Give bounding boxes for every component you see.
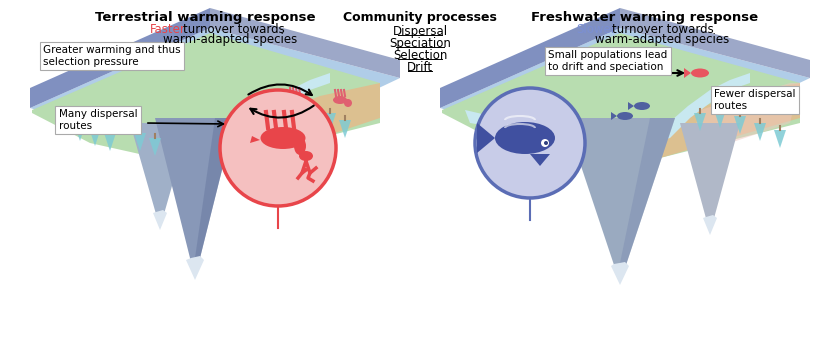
Circle shape: [541, 139, 549, 147]
Polygon shape: [502, 128, 514, 146]
Polygon shape: [440, 28, 810, 163]
Circle shape: [544, 141, 548, 145]
Ellipse shape: [634, 102, 650, 110]
Polygon shape: [549, 133, 561, 151]
Polygon shape: [210, 8, 400, 78]
Text: warm-adapted species: warm-adapted species: [595, 33, 729, 46]
Polygon shape: [611, 112, 617, 120]
Text: Many dispersal
routes: Many dispersal routes: [59, 109, 137, 131]
Polygon shape: [684, 68, 691, 78]
Polygon shape: [284, 113, 296, 131]
Ellipse shape: [288, 94, 302, 102]
Polygon shape: [611, 262, 629, 285]
Polygon shape: [734, 116, 746, 134]
Text: Small populations lead
to drift and speciation: Small populations lead to drift and spec…: [549, 50, 668, 72]
Polygon shape: [55, 73, 330, 146]
Polygon shape: [134, 133, 146, 151]
Circle shape: [244, 122, 252, 130]
Text: Terrestrial warming response: Terrestrial warming response: [95, 11, 315, 24]
Polygon shape: [714, 110, 726, 128]
Ellipse shape: [233, 119, 247, 127]
Ellipse shape: [617, 112, 633, 120]
Circle shape: [220, 90, 336, 206]
Text: turnover towards: turnover towards: [612, 23, 714, 36]
Polygon shape: [620, 118, 675, 283]
Text: Speciation: Speciation: [389, 37, 451, 50]
Polygon shape: [155, 118, 235, 278]
Polygon shape: [250, 83, 380, 158]
Polygon shape: [30, 8, 210, 108]
Polygon shape: [565, 118, 675, 283]
Polygon shape: [477, 123, 495, 153]
Polygon shape: [566, 138, 578, 156]
Polygon shape: [680, 123, 740, 233]
Polygon shape: [703, 215, 717, 235]
Text: Drift: Drift: [407, 61, 433, 74]
Polygon shape: [694, 113, 706, 131]
Polygon shape: [465, 73, 750, 146]
Text: Faster: Faster: [150, 23, 186, 36]
Text: Greater warming and thus
selection pressure: Greater warming and thus selection press…: [43, 45, 181, 67]
Polygon shape: [628, 102, 634, 110]
Text: Slower: Slower: [576, 23, 616, 36]
Text: Community processes: Community processes: [343, 11, 497, 24]
Polygon shape: [149, 138, 161, 156]
Text: Dispersal: Dispersal: [392, 25, 448, 38]
Circle shape: [475, 88, 585, 198]
Polygon shape: [195, 118, 235, 278]
Polygon shape: [324, 113, 336, 131]
Polygon shape: [690, 83, 800, 153]
Polygon shape: [484, 123, 496, 141]
Polygon shape: [530, 154, 550, 166]
Circle shape: [299, 97, 307, 105]
Polygon shape: [250, 136, 260, 143]
Polygon shape: [517, 133, 529, 151]
Ellipse shape: [299, 151, 313, 161]
Text: turnover towards: turnover towards: [183, 23, 285, 36]
Polygon shape: [186, 256, 204, 280]
Ellipse shape: [691, 69, 709, 77]
Ellipse shape: [333, 96, 347, 104]
Polygon shape: [74, 123, 86, 141]
Ellipse shape: [294, 137, 306, 155]
Polygon shape: [30, 28, 400, 163]
Circle shape: [344, 99, 352, 107]
Polygon shape: [339, 120, 351, 138]
Polygon shape: [153, 210, 167, 230]
Polygon shape: [89, 128, 101, 146]
Polygon shape: [774, 130, 786, 148]
Ellipse shape: [495, 122, 555, 154]
Polygon shape: [104, 133, 116, 151]
Text: Freshwater warming response: Freshwater warming response: [532, 11, 759, 24]
Text: Selection: Selection: [393, 49, 447, 62]
Polygon shape: [620, 8, 810, 78]
Polygon shape: [440, 8, 620, 108]
Polygon shape: [304, 108, 316, 126]
Text: Fewer dispersal
routes: Fewer dispersal routes: [714, 89, 795, 111]
Ellipse shape: [260, 127, 306, 149]
Polygon shape: [754, 123, 766, 141]
Polygon shape: [660, 83, 800, 158]
Text: warm-adapted species: warm-adapted species: [163, 33, 297, 46]
Polygon shape: [130, 123, 190, 228]
Polygon shape: [442, 33, 800, 163]
Polygon shape: [32, 33, 380, 163]
